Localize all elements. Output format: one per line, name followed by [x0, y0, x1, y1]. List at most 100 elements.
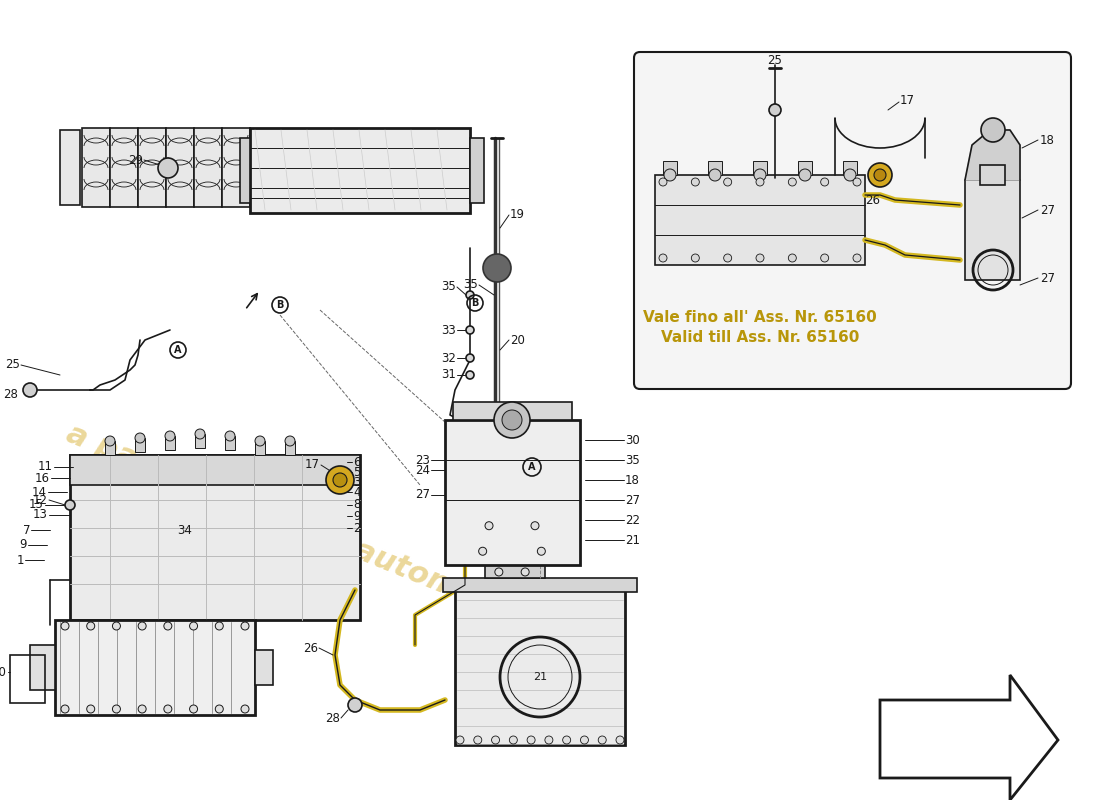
Circle shape	[754, 169, 766, 181]
Text: 4: 4	[353, 486, 361, 498]
Bar	[965, 180, 1020, 280]
Bar	[194, 128, 222, 207]
Circle shape	[216, 705, 223, 713]
Text: 5: 5	[353, 466, 361, 478]
Bar	[654, 175, 865, 265]
Bar	[255, 650, 273, 685]
Text: 16: 16	[35, 471, 50, 485]
Circle shape	[581, 736, 589, 744]
Text: 34: 34	[177, 523, 192, 537]
Bar	[708, 161, 722, 175]
Text: 25: 25	[768, 54, 782, 66]
Circle shape	[521, 568, 529, 576]
Text: 28: 28	[326, 711, 340, 725]
Bar	[453, 402, 572, 420]
Circle shape	[789, 178, 796, 186]
Circle shape	[216, 622, 223, 630]
Text: 20: 20	[510, 334, 525, 346]
Text: 27: 27	[415, 489, 430, 502]
Circle shape	[60, 705, 69, 713]
Bar	[255, 441, 265, 455]
Text: 7: 7	[22, 523, 30, 537]
Text: 26: 26	[302, 642, 318, 654]
Circle shape	[492, 736, 499, 744]
Circle shape	[769, 104, 781, 116]
Bar	[843, 161, 857, 175]
Circle shape	[326, 466, 354, 494]
Bar	[798, 161, 812, 175]
Text: 1: 1	[16, 554, 24, 566]
Circle shape	[659, 178, 667, 186]
Circle shape	[466, 354, 474, 362]
FancyBboxPatch shape	[634, 52, 1071, 389]
Circle shape	[139, 705, 146, 713]
Circle shape	[691, 254, 700, 262]
Text: 11: 11	[39, 461, 53, 474]
Circle shape	[195, 429, 205, 439]
Text: B: B	[276, 300, 284, 310]
Bar	[240, 138, 250, 203]
Text: 9: 9	[353, 510, 361, 522]
Text: 18: 18	[625, 474, 640, 486]
Circle shape	[104, 436, 116, 446]
Circle shape	[531, 522, 539, 530]
Circle shape	[483, 254, 512, 282]
Circle shape	[139, 622, 146, 630]
Text: A: A	[528, 462, 536, 472]
Text: 12: 12	[33, 494, 48, 506]
Text: 17: 17	[900, 94, 915, 106]
Circle shape	[527, 736, 535, 744]
Circle shape	[981, 118, 1005, 142]
Text: 35: 35	[463, 278, 478, 291]
Bar	[60, 130, 80, 205]
Circle shape	[616, 736, 624, 744]
Circle shape	[165, 431, 175, 441]
Text: 27: 27	[1040, 271, 1055, 285]
Text: 27: 27	[625, 494, 640, 506]
Bar	[104, 441, 116, 455]
Circle shape	[659, 254, 667, 262]
Bar	[70, 455, 360, 620]
Text: 8: 8	[353, 498, 361, 511]
Bar	[250, 128, 470, 213]
Bar	[70, 455, 360, 485]
Circle shape	[189, 622, 198, 630]
Text: 32: 32	[441, 351, 456, 365]
Bar	[443, 578, 637, 592]
Circle shape	[348, 698, 362, 712]
Circle shape	[466, 291, 474, 299]
Text: 17: 17	[305, 458, 320, 471]
Bar	[470, 138, 484, 203]
Circle shape	[87, 705, 95, 713]
Circle shape	[494, 402, 530, 438]
Circle shape	[474, 736, 482, 744]
Text: 28: 28	[3, 389, 18, 402]
Circle shape	[724, 254, 732, 262]
Circle shape	[544, 736, 553, 744]
Text: 3: 3	[353, 475, 361, 489]
Text: 10: 10	[0, 666, 7, 678]
Circle shape	[756, 254, 764, 262]
Text: B: B	[471, 298, 478, 308]
Text: 35: 35	[625, 454, 640, 466]
Bar	[166, 128, 194, 207]
Text: 6: 6	[353, 455, 361, 469]
Circle shape	[241, 622, 249, 630]
Circle shape	[509, 736, 517, 744]
Circle shape	[821, 254, 828, 262]
Circle shape	[789, 254, 796, 262]
Circle shape	[466, 371, 474, 379]
Bar	[165, 436, 175, 450]
Circle shape	[844, 169, 856, 181]
Text: 31: 31	[441, 369, 456, 382]
Bar	[110, 128, 138, 207]
Circle shape	[466, 326, 474, 334]
Bar	[446, 420, 580, 565]
Circle shape	[255, 436, 265, 446]
Text: 18: 18	[1040, 134, 1055, 146]
Text: 23: 23	[415, 454, 430, 466]
Circle shape	[158, 158, 178, 178]
Text: 24: 24	[415, 463, 430, 477]
Bar	[138, 128, 166, 207]
Bar	[455, 590, 625, 745]
